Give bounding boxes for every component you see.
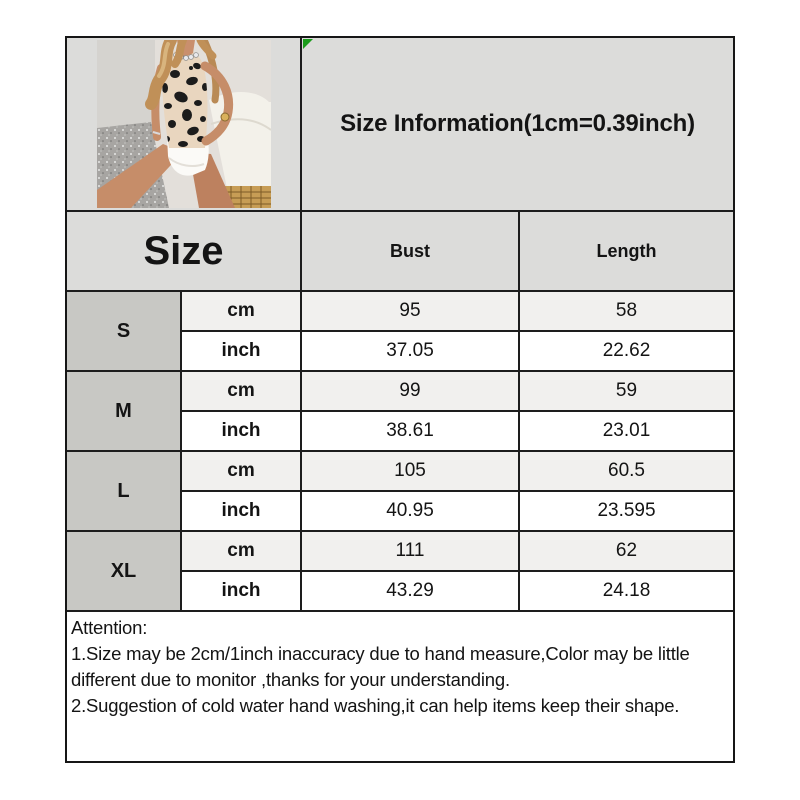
size-label-m: M bbox=[67, 372, 180, 450]
photo-leg bbox=[96, 144, 183, 208]
length-value-l-cm: 60.5 bbox=[520, 452, 733, 490]
unit-label-cm: cm bbox=[182, 292, 300, 330]
size-label-s: S bbox=[67, 292, 180, 370]
unit-label-cm: cm bbox=[182, 452, 300, 490]
length-value-xl-inch: 24.18 bbox=[520, 572, 733, 610]
column-header-size: Size bbox=[67, 212, 300, 290]
photo-leopard-spots bbox=[161, 51, 207, 147]
bust-value-m-inch: 38.61 bbox=[302, 412, 518, 450]
attention-item-1: 1.Size may be 2cm/1inch inaccuracy due t… bbox=[71, 643, 690, 690]
size-label-xl: XL bbox=[67, 532, 180, 610]
size-info-header: Size Information(1cm=0.39inch) bbox=[302, 38, 733, 210]
photo-arm bbox=[200, 61, 233, 146]
product-photo-cell bbox=[67, 38, 300, 210]
photo-watch bbox=[220, 112, 229, 122]
length-value-l-inch: 23.595 bbox=[520, 492, 733, 530]
length-value-m-cm: 59 bbox=[520, 372, 733, 410]
length-value-s-inch: 22.62 bbox=[520, 332, 733, 370]
product-photo bbox=[96, 40, 271, 208]
unit-label-inch: inch bbox=[182, 492, 300, 530]
size-info-title: Size Information(1cm=0.39inch) bbox=[340, 110, 695, 137]
bust-value-l-cm: 105 bbox=[302, 452, 518, 490]
bust-value-s-inch: 37.05 bbox=[302, 332, 518, 370]
attention-item-2: 2.Suggestion of cold water hand washing,… bbox=[71, 695, 680, 716]
length-value-m-inch: 23.01 bbox=[520, 412, 733, 450]
size-chart-table: Size Information(1cm=0.39inch) Size Bust… bbox=[65, 36, 735, 763]
size-label-l: L bbox=[67, 452, 180, 530]
bust-value-m-cm: 99 bbox=[302, 372, 518, 410]
unit-label-cm: cm bbox=[182, 372, 300, 410]
unit-label-cm: cm bbox=[182, 532, 300, 570]
bust-value-xl-inch: 43.29 bbox=[302, 572, 518, 610]
column-header-length: Length bbox=[520, 212, 733, 290]
cell-flag-icon bbox=[303, 39, 313, 49]
photo-hair bbox=[144, 40, 216, 110]
unit-label-inch: inch bbox=[182, 332, 300, 370]
unit-label-inch: inch bbox=[182, 572, 300, 610]
length-value-xl-cm: 62 bbox=[520, 532, 733, 570]
attention-title: Attention: bbox=[71, 617, 148, 638]
length-value-s-cm: 58 bbox=[520, 292, 733, 330]
bust-value-l-inch: 40.95 bbox=[302, 492, 518, 530]
unit-label-inch: inch bbox=[182, 412, 300, 450]
attention-note: Attention: 1.Size may be 2cm/1inch inacc… bbox=[67, 612, 733, 761]
column-header-bust: Bust bbox=[302, 212, 518, 290]
bust-value-xl-cm: 111 bbox=[302, 532, 518, 570]
bust-value-s-cm: 95 bbox=[302, 292, 518, 330]
